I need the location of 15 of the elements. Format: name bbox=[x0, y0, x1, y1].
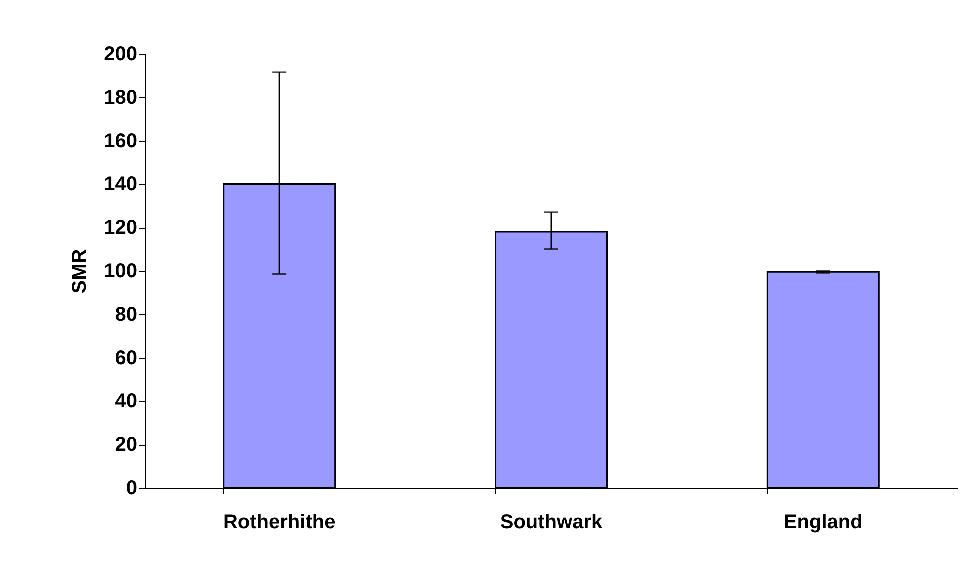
y-tick-label: 180 bbox=[104, 86, 138, 109]
y-tick-label: 200 bbox=[104, 44, 138, 66]
x-tick-label: Southwark bbox=[500, 512, 604, 534]
y-tick-label: 80 bbox=[115, 304, 138, 326]
y-tick-label: 60 bbox=[115, 347, 138, 370]
y-tick-label: 160 bbox=[104, 130, 138, 152]
y-tick-label: 140 bbox=[104, 174, 138, 196]
y-tick-label: 0 bbox=[126, 478, 138, 500]
y-tick-label: 120 bbox=[104, 217, 138, 240]
x-tick-label: Rotherhithe bbox=[223, 512, 336, 534]
y-tick-label: 40 bbox=[115, 390, 138, 413]
x-tick-label: England bbox=[784, 512, 863, 534]
y-axis-title: SMR bbox=[69, 248, 92, 294]
y-tick-label: 100 bbox=[104, 260, 138, 282]
y-tick-label: 20 bbox=[115, 434, 138, 456]
